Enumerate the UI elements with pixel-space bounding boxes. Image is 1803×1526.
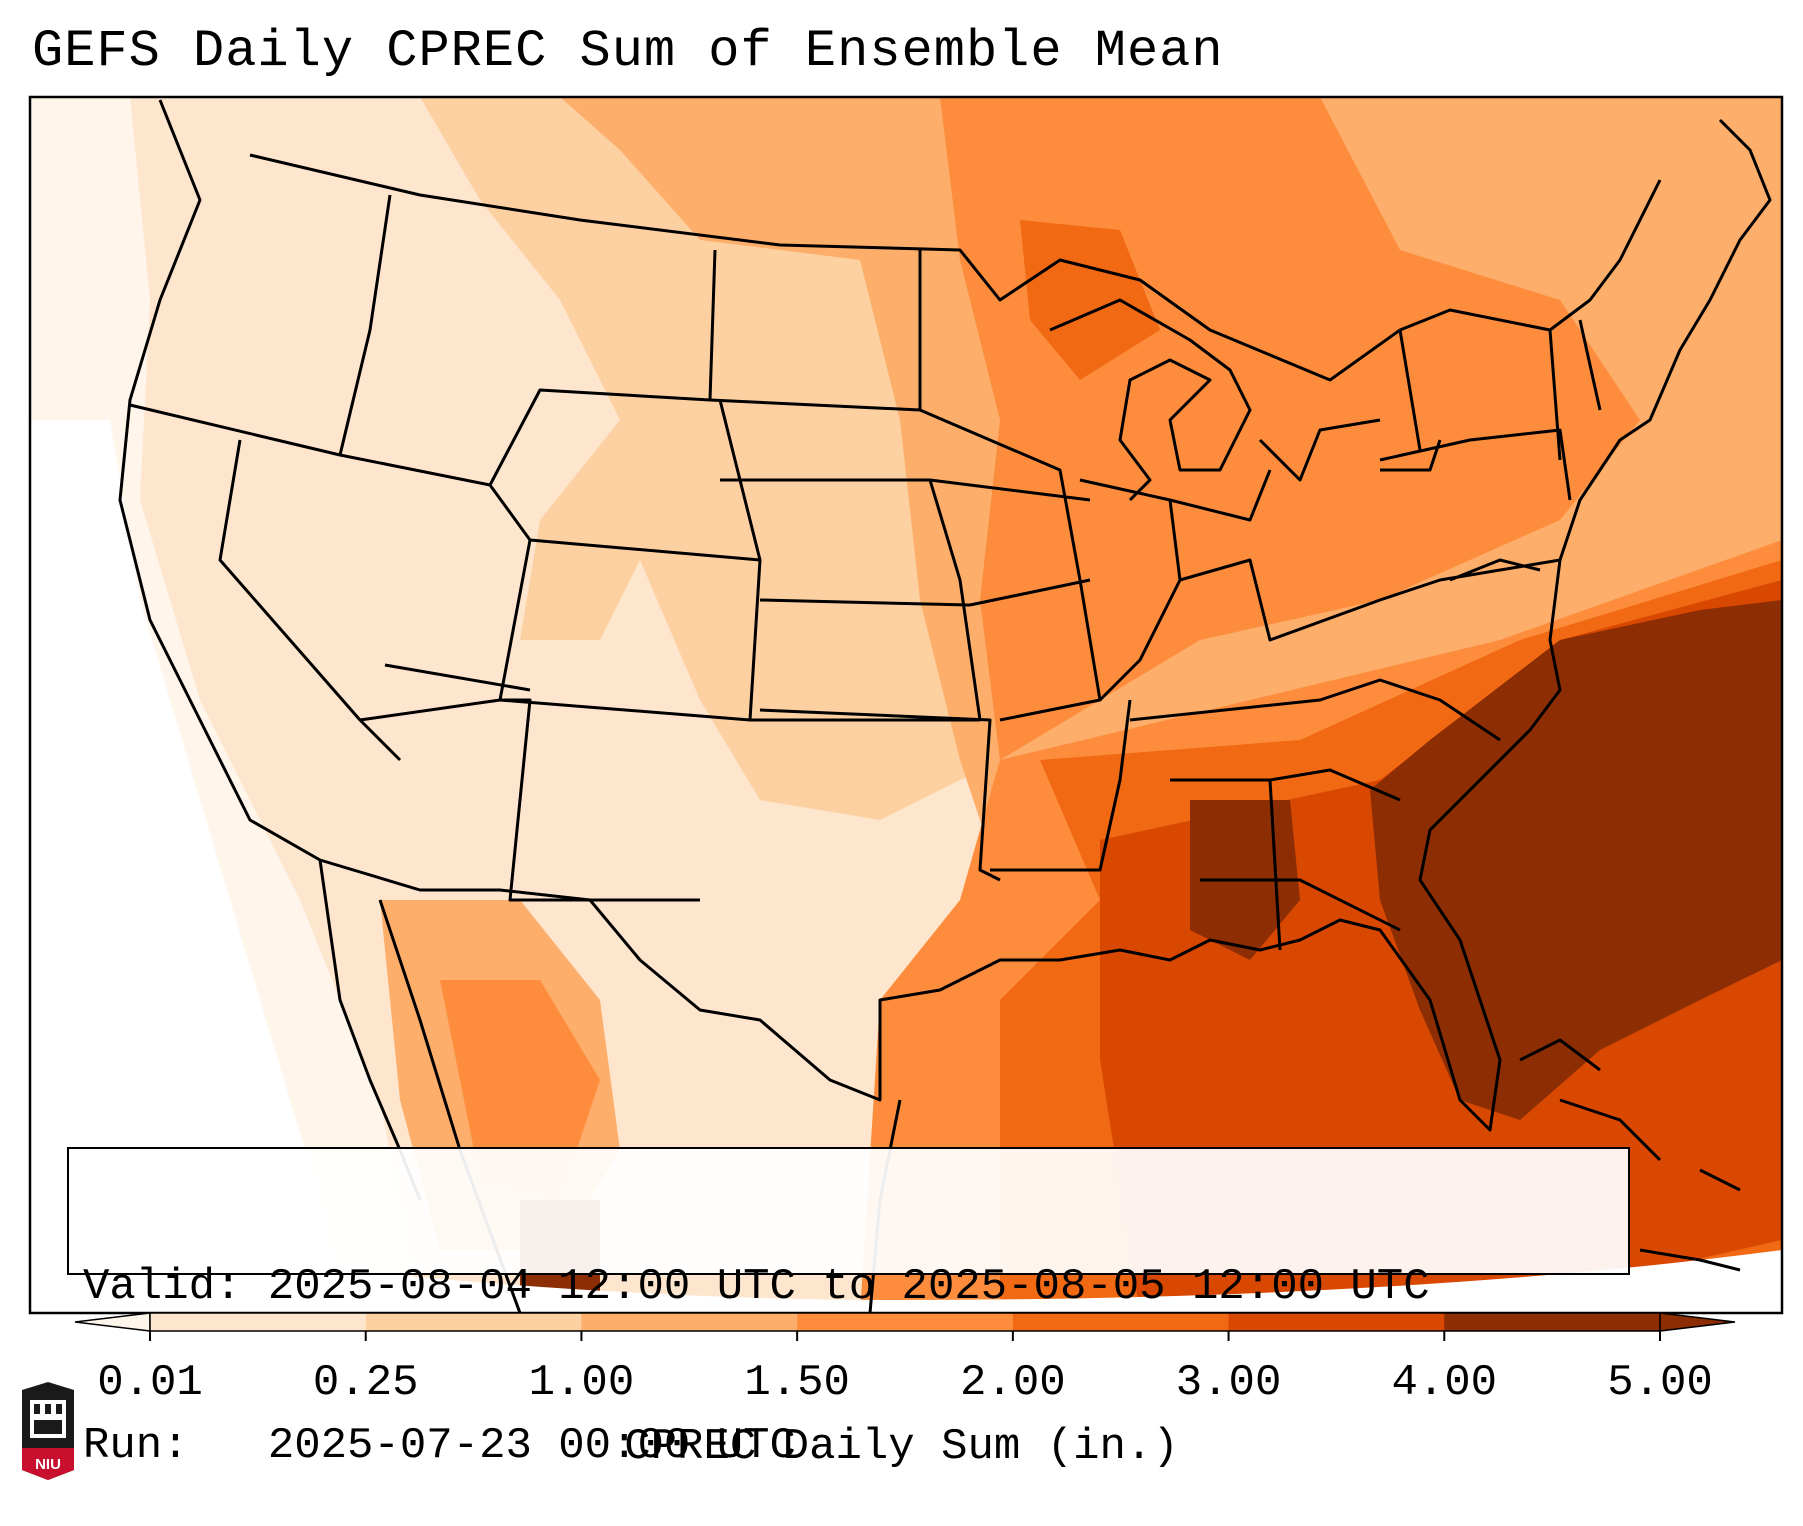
colorbar-tick-label: 4.00 bbox=[1391, 1358, 1498, 1408]
colorbar-tick-label: 0.01 bbox=[97, 1358, 203, 1408]
state-lines-central bbox=[709, 250, 1132, 882]
colorbar-extend-high bbox=[1659, 1312, 1736, 1332]
colorbar-segment bbox=[365, 1313, 582, 1331]
colorbar-segment bbox=[1012, 1313, 1230, 1331]
boundaries bbox=[118, 99, 1772, 1313]
projection-edge bbox=[30, 1230, 1782, 1313]
colorbar-tick-label: 2.00 bbox=[960, 1358, 1066, 1408]
valid-run-info-box: Valid: 2025-08-04 12:00 UTC to 2025-08-0… bbox=[67, 1147, 1630, 1471]
colorbar-tick-label: 1.50 bbox=[744, 1358, 850, 1408]
colorbar-segment bbox=[581, 1313, 798, 1331]
map-field bbox=[30, 97, 1782, 1313]
precip-region-deep-lakes bbox=[1020, 220, 1160, 380]
colorbar-tick-label: 1.00 bbox=[528, 1358, 635, 1408]
valid-time-line: Valid: 2025-08-04 12:00 UTC to 2025-08-0… bbox=[83, 1262, 1430, 1312]
colorbar-segment bbox=[1228, 1313, 1445, 1331]
precip-region-darkest bbox=[1370, 600, 1782, 1120]
colorbar-segment bbox=[1444, 1313, 1661, 1331]
colorbar-tick-label: 5.00 bbox=[1607, 1358, 1713, 1408]
logo-text: NIU bbox=[35, 1456, 61, 1473]
colorbar-tick-label: 0.25 bbox=[312, 1358, 419, 1408]
map-title: GEFS Daily CPREC Sum of Ensemble Mean bbox=[32, 22, 1224, 81]
precip-region-orange-sw bbox=[440, 980, 600, 1200]
precip-region-light bbox=[420, 97, 1000, 820]
colorbar bbox=[74, 1312, 1736, 1341]
colorbar-segment bbox=[797, 1313, 1014, 1331]
state-lines-west bbox=[129, 194, 980, 902]
state-lines-east bbox=[1079, 319, 1602, 951]
run-time-line: Run: 2025-07-23 00:00 UTC bbox=[83, 1421, 796, 1471]
caribbean-islands bbox=[1519, 1038, 1741, 1272]
canada-border bbox=[249, 153, 1662, 382]
niu-tower-logo-icon bbox=[22, 1382, 74, 1480]
colorbar-label: CPREC Daily Sum (in.) bbox=[624, 1422, 1179, 1472]
great-lakes bbox=[1049, 298, 1442, 502]
colorbar-outline bbox=[149, 1312, 1661, 1332]
precip-region-none bbox=[30, 420, 340, 1313]
colorbar-tick-label: 3.00 bbox=[1175, 1358, 1282, 1408]
colorbar-segment bbox=[150, 1313, 367, 1331]
